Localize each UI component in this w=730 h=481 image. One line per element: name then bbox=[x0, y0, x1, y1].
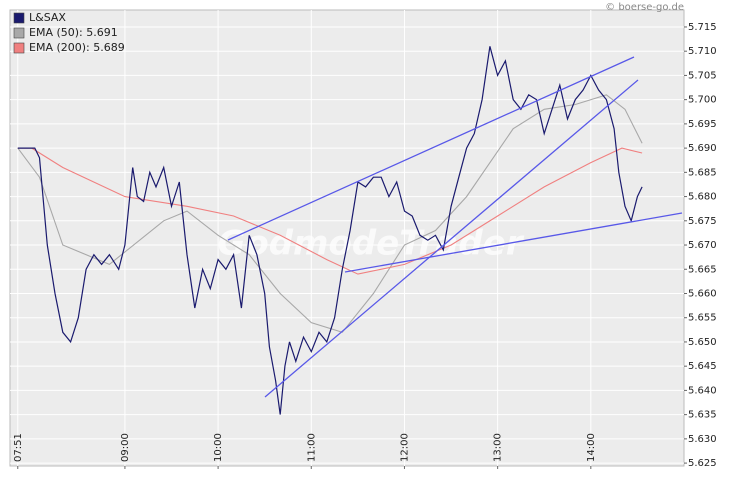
y-tick-label: 5.665 bbox=[688, 264, 717, 275]
y-tick-label: 5.685 bbox=[688, 167, 717, 178]
y-tick-label: 5.700 bbox=[688, 95, 717, 106]
trend-line bbox=[227, 56, 635, 241]
x-tick-label: 07:51 bbox=[13, 433, 24, 462]
series-line bbox=[17, 46, 643, 415]
legend-label: L&SAX bbox=[29, 11, 66, 24]
y-tick-label: 5.660 bbox=[688, 288, 717, 299]
legend-label: EMA (200): 5.689 bbox=[29, 41, 125, 54]
y-tick-label: 5.650 bbox=[688, 337, 717, 348]
y-tick-label: 5.655 bbox=[688, 313, 717, 324]
legend-label: EMA (50): 5.691 bbox=[29, 26, 118, 39]
watermark: GodmodeTrader bbox=[217, 224, 524, 264]
y-tick-label: 5.705 bbox=[688, 70, 717, 81]
legend-swatch bbox=[13, 27, 25, 39]
trend-lines bbox=[227, 56, 683, 398]
x-tick-label: 12:00 bbox=[399, 433, 410, 462]
x-tick-label: 09:00 bbox=[120, 433, 131, 462]
y-tick-label: 5.635 bbox=[688, 410, 717, 421]
x-tick-label: 11:00 bbox=[306, 433, 317, 462]
y-tick-label: 5.640 bbox=[688, 385, 717, 396]
y-tick-label: 5.715 bbox=[688, 22, 717, 33]
legend-swatch bbox=[13, 12, 25, 24]
copyright: © boerse-go.de bbox=[605, 2, 684, 13]
y-tick-label: 5.630 bbox=[688, 434, 717, 445]
y-tick-label: 5.675 bbox=[688, 216, 717, 227]
y-tick-label: 5.670 bbox=[688, 240, 717, 251]
lines bbox=[17, 46, 643, 415]
legend: L&SAX EMA (50): 5.691 EMA (200): 5.689 bbox=[13, 11, 125, 54]
x-tick-label: 13:00 bbox=[493, 433, 504, 462]
trend-line bbox=[264, 79, 639, 398]
x-tick-label: 14:00 bbox=[586, 433, 597, 462]
y-tick-label: 5.645 bbox=[688, 361, 717, 372]
x-tick-label: 10:00 bbox=[213, 433, 224, 462]
y-tick-label: 5.680 bbox=[688, 192, 717, 203]
y-tick-label: 5.695 bbox=[688, 119, 717, 130]
legend-swatch bbox=[13, 42, 25, 54]
y-tick-label: 5.690 bbox=[688, 143, 717, 154]
y-tick-label: 5.710 bbox=[688, 46, 717, 57]
axes: 5.625 5.630 5.635 5.640 5.645 5.650 5.655 5.660… bbox=[13, 22, 717, 469]
trend-line bbox=[344, 212, 683, 273]
y-tick-label: 5.625 bbox=[688, 458, 717, 469]
